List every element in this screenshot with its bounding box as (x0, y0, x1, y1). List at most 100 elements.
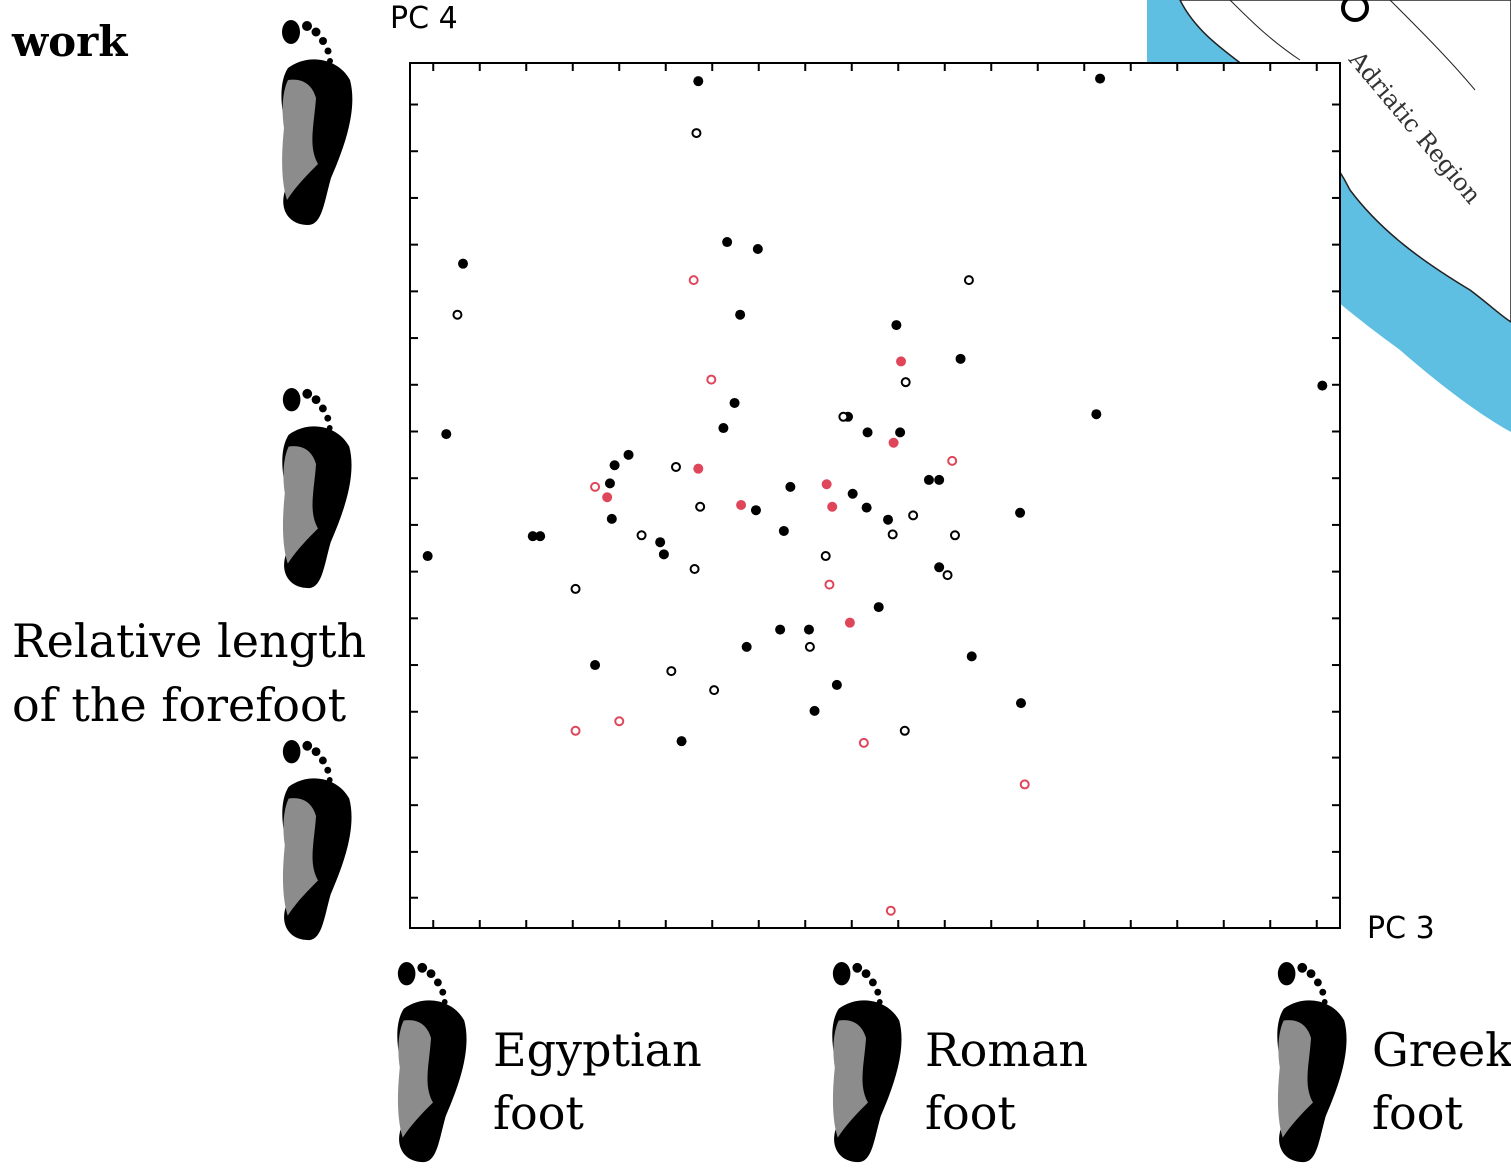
point (847, 488, 858, 499)
foot-icon (281, 20, 353, 225)
point (891, 320, 902, 331)
point (706, 374, 717, 385)
point (775, 624, 786, 635)
point (883, 514, 894, 525)
point (908, 510, 919, 521)
point (887, 529, 898, 540)
heading-fragment: work (11, 17, 128, 66)
point (570, 583, 581, 594)
point (458, 258, 469, 269)
foot-icon (1277, 961, 1347, 1163)
point (942, 570, 953, 581)
point (844, 617, 855, 628)
point (896, 356, 907, 367)
point (693, 463, 704, 474)
point (614, 716, 625, 727)
point (809, 705, 820, 716)
plot-area (409, 62, 1341, 929)
point (688, 275, 699, 286)
point (609, 460, 620, 471)
point (709, 685, 720, 696)
point (670, 461, 681, 472)
point (1016, 698, 1027, 709)
point (873, 602, 884, 613)
point (949, 530, 960, 541)
foot-label: Egyptian (493, 1023, 702, 1077)
point (590, 481, 601, 492)
point (1091, 409, 1102, 420)
point (923, 474, 934, 485)
point (604, 478, 615, 489)
point (729, 397, 740, 408)
point (750, 505, 761, 516)
foot-icon (397, 961, 467, 1163)
point (590, 660, 601, 671)
point (934, 562, 945, 573)
point (838, 411, 849, 422)
point (752, 243, 763, 254)
point (900, 377, 911, 388)
foot-label: foot (925, 1086, 1016, 1140)
point (606, 513, 617, 524)
point (821, 479, 832, 490)
foot-label: Greek (1372, 1023, 1511, 1077)
foot-icon (832, 961, 902, 1163)
point (804, 641, 815, 652)
foot-icon (282, 739, 352, 941)
point (676, 736, 687, 747)
point (1015, 507, 1026, 518)
point (736, 500, 747, 511)
point (963, 275, 974, 286)
point (655, 537, 666, 548)
point (623, 449, 634, 460)
point (695, 501, 706, 512)
foot-label: Roman (925, 1023, 1088, 1077)
x-axis-label: PC 3 (1367, 911, 1435, 946)
point (785, 481, 796, 492)
point (899, 725, 910, 736)
foot-icon (282, 387, 352, 589)
point (827, 501, 838, 512)
foot-label: foot (1372, 1086, 1463, 1140)
point (1317, 380, 1328, 391)
point (862, 427, 873, 438)
point (858, 737, 869, 748)
point (441, 429, 452, 440)
point (947, 455, 958, 466)
point (955, 353, 966, 364)
point (422, 551, 433, 562)
y-description: Relative length (12, 614, 366, 668)
point (885, 905, 896, 916)
point (966, 651, 977, 662)
point (527, 531, 538, 542)
point (820, 551, 831, 562)
point (824, 579, 835, 590)
foot-label: foot (493, 1086, 584, 1140)
point (778, 525, 789, 536)
point (803, 624, 814, 635)
point (888, 437, 899, 448)
point (831, 679, 842, 690)
point (741, 641, 752, 652)
point (895, 427, 906, 438)
point (1095, 73, 1106, 84)
y-axis-label: PC 4 (390, 1, 458, 36)
point (735, 309, 746, 320)
point (718, 423, 729, 434)
point (658, 549, 669, 560)
point (691, 128, 702, 139)
point (693, 76, 704, 87)
point (602, 492, 613, 503)
point (722, 237, 733, 248)
point (636, 530, 647, 541)
point (452, 309, 463, 320)
point (861, 502, 872, 513)
point (570, 725, 581, 736)
point (689, 564, 700, 575)
y-description: of the forefoot (12, 678, 347, 732)
point (666, 666, 677, 677)
point (1019, 779, 1030, 790)
point (535, 531, 546, 542)
point (934, 474, 945, 485)
